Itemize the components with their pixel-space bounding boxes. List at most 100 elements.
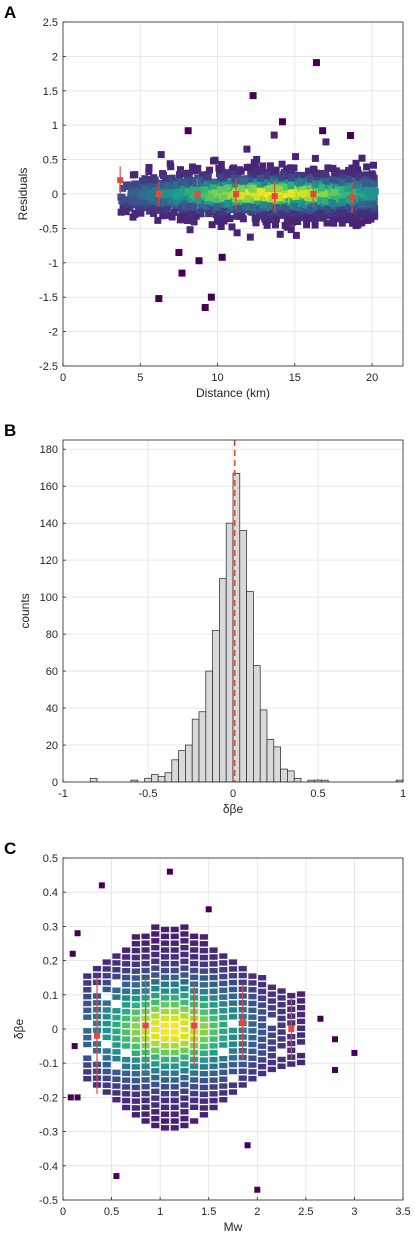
density-cell bbox=[180, 1061, 189, 1067]
density-cell bbox=[122, 947, 131, 953]
density-point bbox=[292, 231, 300, 239]
density-cell bbox=[170, 1118, 179, 1124]
density-cell bbox=[83, 1014, 92, 1020]
histogram-bar bbox=[225, 522, 234, 782]
density-cell bbox=[248, 1007, 257, 1014]
density-cell bbox=[131, 1098, 140, 1104]
density-cell bbox=[180, 1040, 189, 1047]
outlier-point bbox=[312, 59, 320, 67]
density-point bbox=[354, 221, 362, 229]
density-cell bbox=[219, 1055, 228, 1062]
density-cell bbox=[122, 1097, 131, 1104]
density-cell bbox=[228, 1000, 238, 1006]
density-point bbox=[240, 177, 248, 185]
density-point bbox=[274, 185, 282, 193]
density-point bbox=[261, 195, 269, 203]
density-cell bbox=[131, 1023, 140, 1029]
density-cell bbox=[83, 1041, 92, 1048]
density-cell bbox=[112, 1049, 121, 1055]
density-cell bbox=[122, 1009, 131, 1015]
density-cell bbox=[151, 1054, 160, 1060]
density-point bbox=[303, 189, 311, 197]
density-cell bbox=[102, 1061, 111, 1068]
density-point bbox=[245, 190, 253, 198]
density-cell bbox=[160, 1090, 170, 1097]
density-point bbox=[186, 176, 194, 184]
y-tick-label: 20 bbox=[46, 740, 58, 752]
density-cell bbox=[277, 1056, 286, 1063]
density-cell bbox=[141, 1084, 150, 1090]
density-point bbox=[338, 178, 346, 186]
density-cell bbox=[180, 1020, 189, 1026]
density-point bbox=[287, 189, 295, 197]
density-cell bbox=[219, 953, 228, 959]
histogram-bar bbox=[273, 746, 281, 782]
density-cell bbox=[151, 1047, 160, 1053]
density-point bbox=[288, 218, 296, 226]
density-point bbox=[350, 189, 358, 197]
histogram-bar bbox=[185, 744, 193, 782]
density-cell bbox=[151, 1020, 160, 1026]
density-cell bbox=[209, 1104, 218, 1111]
density-point bbox=[225, 180, 233, 188]
density-point bbox=[266, 184, 274, 192]
density-cell bbox=[199, 961, 208, 968]
density-point bbox=[299, 189, 307, 197]
density-cell bbox=[199, 941, 208, 947]
outlier-point bbox=[155, 295, 163, 303]
density-cell bbox=[228, 959, 238, 965]
density-point bbox=[298, 214, 306, 222]
density-point bbox=[213, 203, 221, 211]
density-cell bbox=[151, 1068, 160, 1074]
density-point bbox=[253, 193, 261, 201]
density-cell bbox=[209, 1077, 218, 1083]
density-point bbox=[272, 179, 280, 187]
density-cell bbox=[219, 1076, 228, 1082]
density-cell bbox=[170, 974, 179, 981]
density-point bbox=[183, 216, 191, 224]
density-cell bbox=[180, 1115, 189, 1122]
density-cell bbox=[160, 1056, 170, 1063]
density-cell bbox=[180, 972, 189, 978]
density-cell bbox=[258, 995, 267, 1002]
density-cell bbox=[131, 1112, 140, 1118]
density-point bbox=[334, 199, 342, 207]
density-cell bbox=[199, 1043, 208, 1050]
histogram-bar bbox=[178, 750, 186, 782]
density-cell bbox=[131, 1057, 140, 1063]
density-cell bbox=[170, 1070, 179, 1076]
density-cell bbox=[83, 993, 92, 1000]
density-cell bbox=[190, 967, 199, 974]
density-point bbox=[359, 200, 367, 208]
density-cell bbox=[170, 1043, 179, 1049]
density-cell bbox=[112, 1055, 121, 1062]
binned-mean-marker bbox=[239, 1019, 246, 1026]
density-cell bbox=[190, 1084, 199, 1090]
density-cell bbox=[102, 986, 111, 993]
density-point bbox=[366, 180, 374, 188]
density-point bbox=[251, 215, 259, 223]
density-cell bbox=[296, 1052, 306, 1059]
density-point bbox=[285, 169, 293, 177]
density-point bbox=[136, 195, 144, 203]
density-cell bbox=[199, 988, 208, 995]
density-point bbox=[311, 180, 319, 188]
density-point bbox=[234, 205, 242, 213]
histogram-bar bbox=[219, 578, 227, 782]
density-cell bbox=[219, 1014, 228, 1021]
density-cell bbox=[219, 960, 228, 966]
density-cell bbox=[248, 1034, 257, 1041]
histogram-bar bbox=[130, 779, 139, 782]
density-cell bbox=[199, 1098, 208, 1104]
density-cell bbox=[238, 1068, 247, 1074]
density-cell bbox=[228, 979, 238, 986]
density-cell bbox=[228, 966, 238, 972]
density-cell bbox=[190, 933, 199, 940]
density-cell bbox=[131, 934, 140, 940]
density-cell bbox=[151, 1095, 160, 1101]
density-cell bbox=[209, 974, 218, 981]
density-point bbox=[320, 191, 328, 199]
density-cell bbox=[151, 1115, 160, 1122]
density-point bbox=[331, 195, 339, 203]
density-point bbox=[220, 208, 228, 216]
